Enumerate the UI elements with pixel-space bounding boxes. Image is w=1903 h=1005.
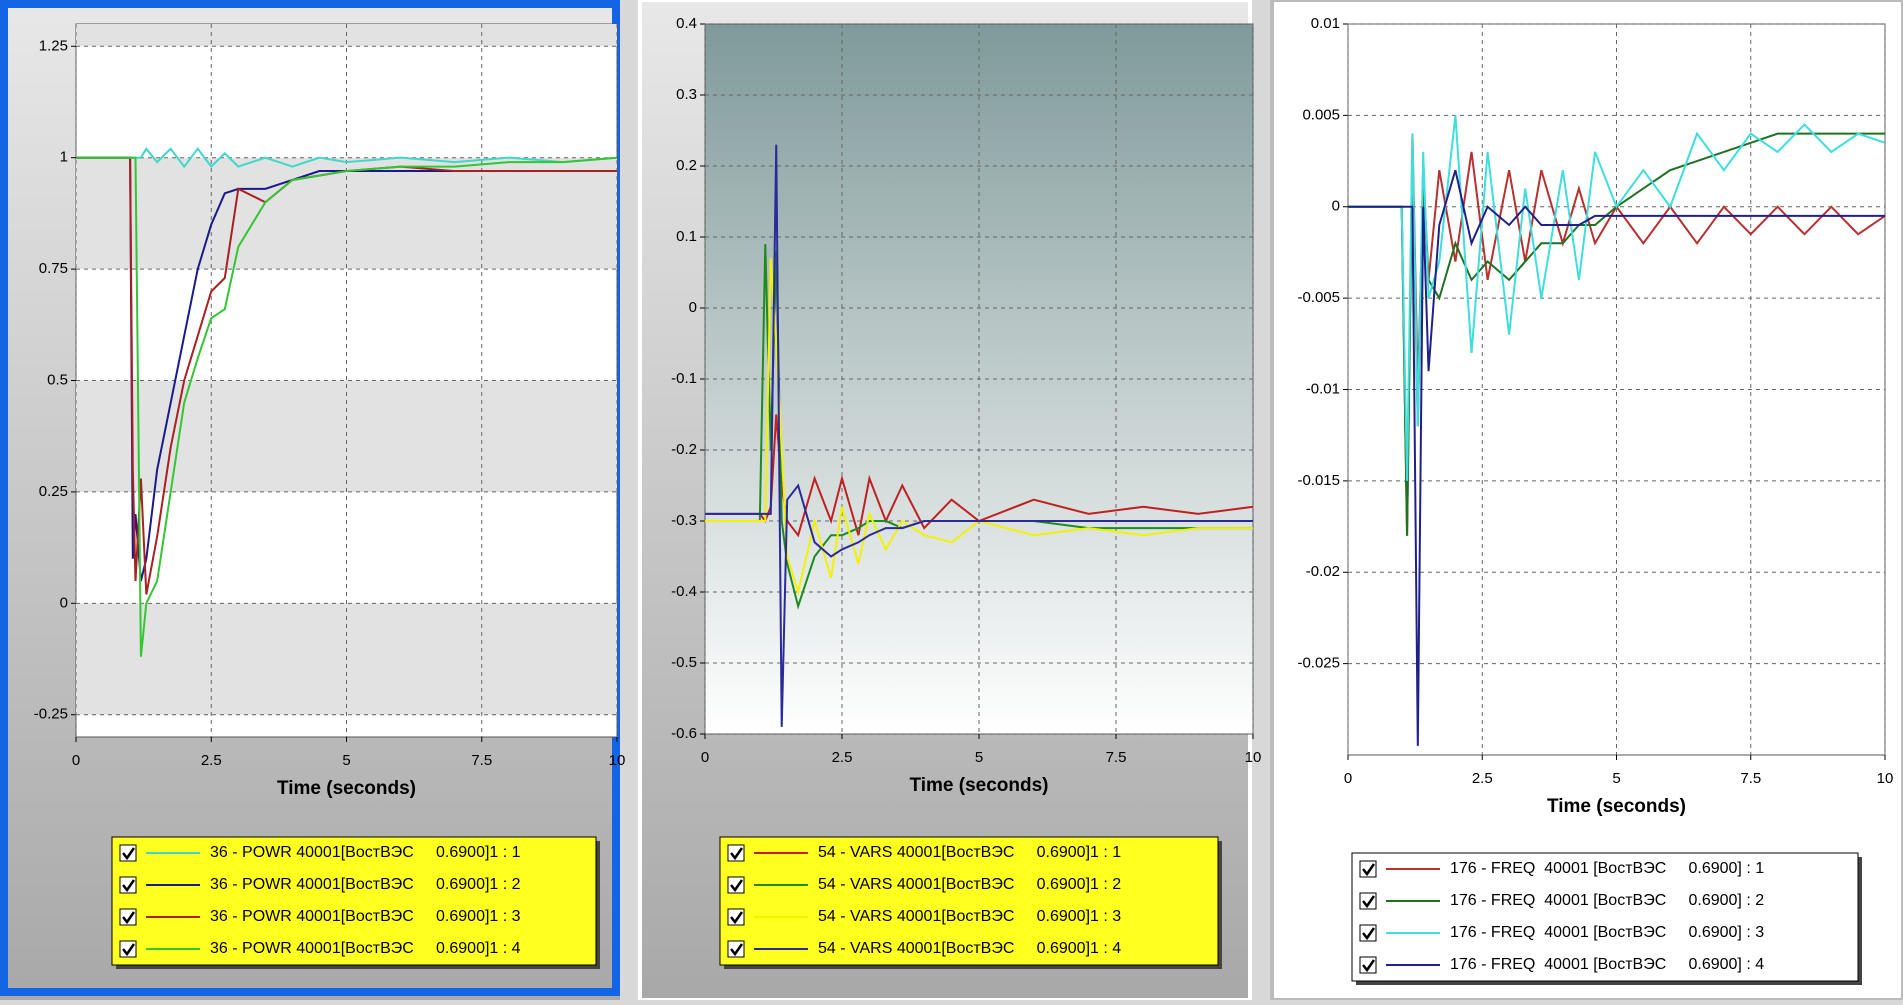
x-tick-label: 7.5 <box>471 752 492 769</box>
series-line <box>76 156 617 657</box>
y-tick-label: -0.6 <box>671 725 697 742</box>
y-tick-label: 0.4 <box>676 15 697 32</box>
x-tick-label: 0 <box>701 749 709 766</box>
legend-label: 176 - FREQ 40001 [ВостВЭС 0.6900] : 4 <box>1450 956 1764 973</box>
x-tick-label: 5 <box>975 749 983 766</box>
x-tick-label: 10 <box>1245 749 1262 766</box>
y-tick-label: 0.1 <box>676 228 697 245</box>
plot-band <box>76 157 617 270</box>
legend-checkmark <box>730 943 744 957</box>
y-tick-label: -0.01 <box>1306 380 1340 397</box>
legend-label: 36 - POWR 40001[ВостВЭС 0.6900]1 : 3 <box>210 908 521 925</box>
series-line <box>76 156 617 595</box>
y-tick-label: -0.1 <box>671 370 697 387</box>
legend-label: 176 - FREQ 40001 [ВостВЭС 0.6900] : 2 <box>1450 892 1764 909</box>
y-tick-label: -0.3 <box>671 512 697 529</box>
y-tick-label: 0.005 <box>1302 106 1340 123</box>
series-group <box>76 147 617 657</box>
legend-label: 36 - POWR 40001[ВостВЭС 0.6900]1 : 1 <box>210 844 521 861</box>
y-tick-label: 0.25 <box>39 483 68 500</box>
legend-checkmark <box>122 911 136 925</box>
y-tick-label: 0 <box>689 299 697 316</box>
y-tick-label: 0.5 <box>47 371 68 388</box>
x-tick-label: 10 <box>609 752 626 769</box>
y-tick-label: -0.2 <box>671 441 697 458</box>
series-group <box>705 144 1253 727</box>
legend-checkmark <box>730 847 744 861</box>
x-tick-label: 5 <box>1612 770 1620 787</box>
y-tick-label: 0.3 <box>676 86 697 103</box>
y-tick-label: -0.02 <box>1306 563 1340 580</box>
y-tick-label: -0.015 <box>1297 472 1340 489</box>
legend-label: 54 - VARS 40001[ВостВЭС 0.6900]1 : 2 <box>818 876 1121 893</box>
legend-checkmark <box>122 943 136 957</box>
x-tick-label: 0 <box>72 752 80 769</box>
y-tick-label: 1.25 <box>39 37 68 54</box>
y-tick-label: 0.75 <box>39 260 68 277</box>
y-tick-label: 0.01 <box>1311 15 1340 32</box>
x-axis-label: Time (seconds) <box>909 775 1048 796</box>
series-group <box>1348 115 1885 746</box>
x-axis-label: Time (seconds) <box>277 778 416 799</box>
legend-label: 36 - POWR 40001[ВостВЭС 0.6900]1 : 4 <box>210 940 521 957</box>
legend-checkmark <box>1362 927 1376 941</box>
x-tick-label: 2.5 <box>1472 770 1493 787</box>
legend <box>1351 852 1859 982</box>
legend-label: 54 - VARS 40001[ВостВЭС 0.6900]1 : 4 <box>818 940 1121 957</box>
y-tick-label: 0 <box>60 594 68 611</box>
series-line <box>705 414 1253 538</box>
legend-checkmark <box>122 847 136 861</box>
y-tick-label: -0.005 <box>1297 289 1340 306</box>
x-tick-label: 7.5 <box>1106 749 1127 766</box>
legend-checkmark <box>1362 959 1376 973</box>
legend-label: 54 - VARS 40001[ВостВЭС 0.6900]1 : 3 <box>818 908 1121 925</box>
legend-label: 176 - FREQ 40001 [ВостВЭС 0.6900] : 1 <box>1450 860 1764 877</box>
series-line <box>76 147 617 169</box>
series-line <box>1348 115 1885 481</box>
legend-checkmark <box>122 879 136 893</box>
legend-checkmark <box>1362 895 1376 909</box>
legend-checkmark <box>1362 863 1376 877</box>
x-tick-label: 2.5 <box>201 752 222 769</box>
x-tick-label: 5 <box>342 752 350 769</box>
legend-label: 54 - VARS 40001[ВостВЭС 0.6900]1 : 1 <box>818 844 1121 861</box>
x-tick-label: 10 <box>1877 770 1894 787</box>
x-tick-label: 7.5 <box>1740 770 1761 787</box>
y-tick-label: -0.25 <box>34 706 68 723</box>
y-tick-label: 1 <box>60 149 68 166</box>
legend-checkmark <box>730 911 744 925</box>
legend <box>111 836 597 966</box>
x-tick-label: 0 <box>1344 770 1352 787</box>
legend-checkmark <box>730 879 744 893</box>
y-tick-label: -0.5 <box>671 654 697 671</box>
x-tick-label: 2.5 <box>832 749 853 766</box>
x-axis-label: Time (seconds) <box>1547 796 1686 817</box>
legend <box>719 836 1219 966</box>
series-line <box>1348 169 1885 746</box>
y-tick-label: -0.025 <box>1297 655 1340 672</box>
series-line <box>705 144 1253 727</box>
y-tick-label: 0.2 <box>676 157 697 174</box>
y-tick-label: 0 <box>1332 198 1340 215</box>
legend-label: 36 - POWR 40001[ВостВЭС 0.6900]1 : 2 <box>210 876 521 893</box>
y-tick-label: -0.4 <box>671 583 697 600</box>
legend-label: 176 - FREQ 40001 [ВостВЭС 0.6900] : 3 <box>1450 924 1764 941</box>
